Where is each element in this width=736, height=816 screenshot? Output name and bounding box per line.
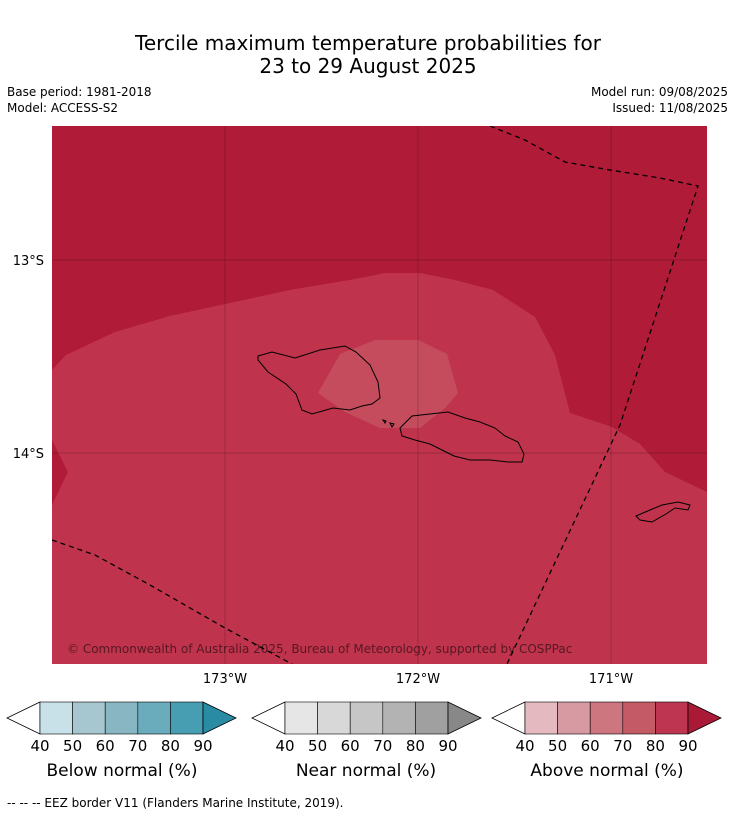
islet-manono (381, 419, 387, 424)
colorbar-below-extend-high (202, 701, 237, 735)
colorbar-above-segment (622, 701, 656, 735)
map-area: © Commonwealth of Australia 2025, Bureau… (52, 126, 707, 664)
colorbar-below-tick-label: 60 (96, 737, 115, 755)
colorbar-near-extend-low (251, 701, 286, 735)
lon-label-171w: 171°W (589, 672, 633, 687)
lon-label-173w: 173°W (203, 672, 247, 687)
colorbar-below-segment (104, 701, 139, 735)
colorbar-below-segment (137, 701, 171, 735)
colorbar-above-tick-label: 40 (515, 737, 534, 755)
island-savaii (257, 345, 381, 415)
colorbar-above-segment (589, 701, 624, 735)
colorbar-above-tick-label: 70 (613, 737, 632, 755)
colorbar-above-tick-label: 50 (548, 737, 567, 755)
colorbar-near-tick-label: 40 (275, 737, 294, 755)
colorbar-near-tick-label: 50 (308, 737, 327, 755)
island-upolu (399, 411, 525, 463)
colorbar-near-tick-label: 90 (438, 737, 457, 755)
chart-title-line2: 23 to 29 August 2025 (259, 54, 477, 78)
colorbar-above-tick-label: 90 (678, 737, 697, 755)
colorbar-below-tick-label: 70 (128, 737, 147, 755)
colorbar-below-extend-low (6, 701, 41, 735)
eez-footnote: -- -- -- EEZ border V11 (Flanders Marine… (7, 796, 344, 810)
colorbar-near-tick-label: 80 (406, 737, 425, 755)
colorbar-below-segment (72, 701, 106, 735)
island-tutuila (635, 501, 691, 523)
lon-label-172w: 172°W (396, 672, 440, 687)
issued-text: Issued: 11/08/2025 (612, 101, 728, 115)
coastline (257, 345, 691, 523)
colorbars: 40 50 60 70 80 90 40 50 60 70 80 90 40 50 60 70 80 90 (6, 701, 722, 755)
colorbar-near-tick-label: 70 (373, 737, 392, 755)
colorbar-near-tick-label: 60 (341, 737, 360, 755)
colorbar-below-tick-label: 90 (193, 737, 212, 755)
colorbar-label-below: Below normal (%) (46, 761, 198, 781)
colorbar-above-segment (655, 701, 689, 735)
eez-border (52, 126, 699, 664)
base-period-text: Base period: 1981-2018 (7, 85, 152, 99)
lat-label-13s: 13°S (13, 254, 44, 269)
colorbar-near-segment (382, 701, 416, 735)
region-above-70 (318, 340, 458, 428)
region-above-80 (52, 273, 707, 664)
colorbar-below-tick-label: 40 (30, 737, 49, 755)
colorbar-below-segment (170, 701, 204, 735)
chart-title-line1: Tercile maximum temperature probabilitie… (135, 31, 601, 55)
colorbar-label-near: Near normal (%) (295, 761, 437, 781)
colorbar-above-extend-high (687, 701, 722, 735)
colorbar-above-segment (557, 701, 591, 735)
model-text: Model: ACCESS-S2 (7, 101, 119, 115)
colorbar-near-segment (349, 701, 384, 735)
model-run-text: Model run: 09/08/2025 (590, 85, 728, 99)
colorbar-below-tick-label: 50 (63, 737, 82, 755)
colorbar-above-tick-label: 60 (581, 737, 600, 755)
colorbar-near-segment (415, 701, 449, 735)
islet-apolima (389, 422, 395, 428)
colorbar-above-tick-label: 80 (646, 737, 665, 755)
colorbar-below-tick-label: 80 (161, 737, 180, 755)
copyright-text: © Commonwealth of Australia 2025, Bureau… (67, 642, 572, 656)
colorbar-label-above: Above normal (%) (530, 761, 684, 781)
colorbar-near-extend-high (447, 701, 482, 735)
lat-label-14s: 14°S (13, 447, 44, 462)
colorbar-near-segment (317, 701, 351, 735)
colorbar-above-segment (524, 701, 558, 735)
graticule (52, 126, 707, 664)
colorbar-above-extend-low (491, 701, 526, 735)
colorbar-below-segment (39, 701, 73, 735)
colorbar-near-segment (284, 701, 318, 735)
